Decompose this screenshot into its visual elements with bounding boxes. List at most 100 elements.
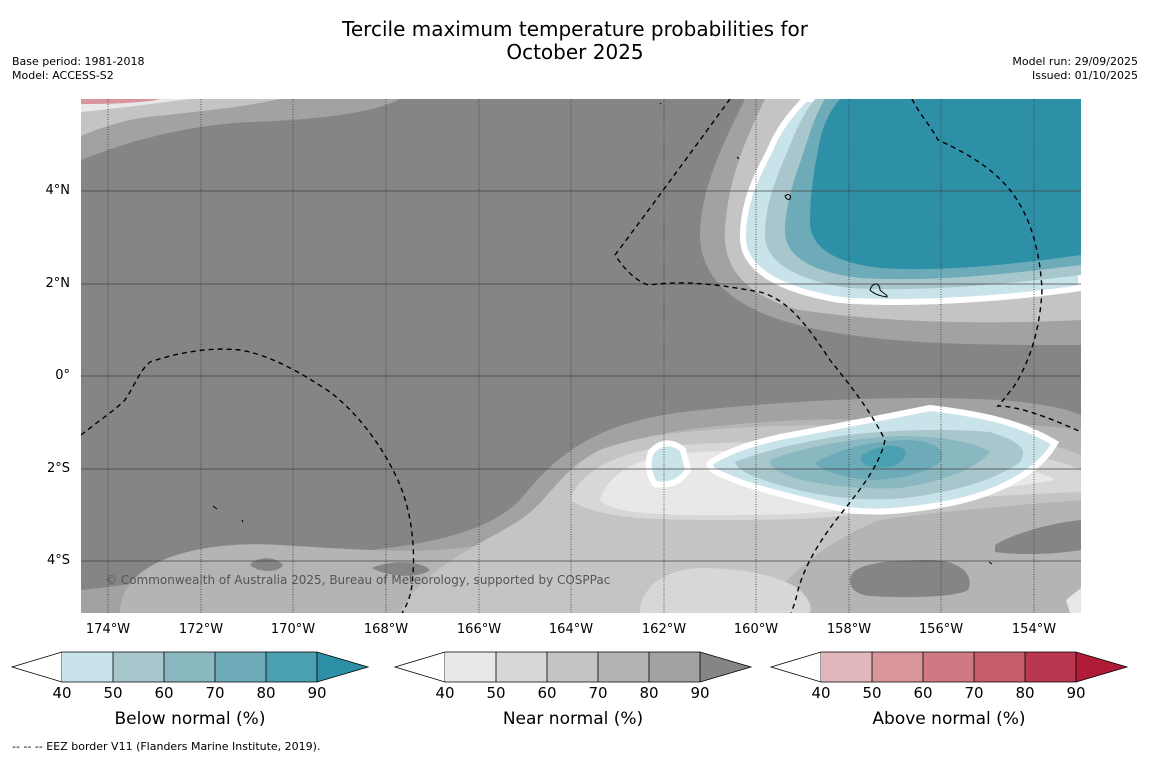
gridlines [81, 190, 1081, 562]
lon-label-158w: 158°W [826, 622, 872, 637]
patch-corner-40 [1066, 588, 1081, 613]
lon-label-172w: 172°W [178, 622, 224, 637]
lat-label-0: 0° [55, 368, 70, 383]
lon-label-160w: 160°W [733, 622, 779, 637]
below-normal-s-80 [860, 445, 906, 468]
cb3-tick-60: 60 [913, 684, 933, 702]
cb1-bin-60-70 [164, 652, 215, 682]
cb2-tick-80: 80 [639, 684, 659, 702]
colorbar-above-normal [769, 651, 1129, 683]
eez-border-west [81, 348, 415, 613]
colorbar-near-normal [393, 651, 753, 683]
issued-date: Issued: 01/10/2025 [1031, 69, 1138, 82]
cb1-bin-80-90 [266, 652, 317, 682]
cb3-bin-70-80 [974, 652, 1025, 682]
patch-se-90 [850, 560, 970, 598]
cb2-tick-40: 40 [435, 684, 455, 702]
cb1-tick-90: 90 [307, 684, 327, 702]
cb2-bin-50-60 [496, 652, 547, 682]
lon-label-162w: 162°W [641, 622, 687, 637]
cb3-outline [821, 651, 1129, 683]
cb2-bin-70-80 [598, 652, 649, 682]
lat-label-2s: 2°S [46, 461, 70, 476]
lon-label-156w: 156°W [918, 622, 964, 637]
cb1-tick-40: 40 [52, 684, 72, 702]
cb1-bin-50-60 [113, 652, 164, 682]
cb3-bin-40-50 [821, 652, 872, 682]
eez-border-east [911, 99, 1081, 433]
model-run: Model run: 29/09/2025 [1012, 55, 1138, 68]
cb1-tick-50: 50 [103, 684, 123, 702]
cb1-tick-60: 60 [154, 684, 174, 702]
cb2-right-arrow [700, 652, 751, 682]
cb3-tick-40: 40 [811, 684, 831, 702]
cb3-tick-90: 90 [1066, 684, 1086, 702]
map-plot-area [81, 99, 1081, 613]
cb3-tick-50: 50 [862, 684, 882, 702]
cb2-tick-90: 90 [690, 684, 710, 702]
cb2-tick-70: 70 [588, 684, 608, 702]
title-line-1: Tercile maximum temperature probabilitie… [342, 17, 808, 41]
cb1-outline [62, 651, 370, 683]
cb1-tick-70: 70 [205, 684, 225, 702]
lat-label-4s: 4°S [46, 553, 70, 568]
cb3-right-arrow [1076, 652, 1127, 682]
meridians [107, 99, 1035, 613]
copyright-credit: © Commonwealth of Australia 2025, Bureau… [105, 573, 611, 587]
cb3-bin-50-60 [872, 652, 923, 682]
island-5 [659, 102, 662, 105]
below-normal-ne-90 [810, 99, 1081, 270]
lon-label-170w: 170°W [270, 622, 316, 637]
cb3-title: Above normal (%) [872, 709, 1026, 729]
lon-label-154w: 154°W [1011, 622, 1057, 637]
cb3-left-arrow [769, 651, 822, 683]
cb3-tick-70: 70 [964, 684, 984, 702]
model-name: Model: ACCESS-S2 [12, 69, 114, 82]
cb1-bin-40-50 [62, 652, 113, 682]
patch-s-90 [372, 562, 430, 576]
cb2-tick-50: 50 [486, 684, 506, 702]
band-nw-60 [81, 99, 280, 136]
cb2-tick-60: 60 [537, 684, 557, 702]
map-title: Tercile maximum temperature probabilitie… [0, 18, 1150, 64]
islands [212, 102, 993, 565]
island-3 [212, 505, 218, 510]
cb2-title: Near normal (%) [502, 709, 644, 729]
cb3-bin-60-70 [923, 652, 974, 682]
cb1-left-arrow [10, 651, 63, 683]
cb2-outline [445, 651, 753, 683]
cb1-tick-80: 80 [256, 684, 276, 702]
island-6 [736, 156, 740, 160]
colorbar-below-normal [10, 651, 370, 683]
patch-sw-90 [250, 558, 283, 572]
lat-label-4n: 4°N [45, 183, 71, 198]
patch-far-se-90 [995, 520, 1081, 555]
above-normal-patch [81, 99, 160, 104]
below-normal-sw-small [645, 440, 692, 488]
cb3-bin-80-90 [1025, 652, 1076, 682]
cb2-left-arrow [393, 651, 446, 683]
meta-left: Base period: 1981-2018 Model: ACCESS-S2 [12, 55, 144, 83]
eez-border-center [614, 99, 886, 613]
cb3-tick-80: 80 [1015, 684, 1035, 702]
cb1-right-arrow [317, 652, 368, 682]
lon-label-174w: 174°W [85, 622, 131, 637]
meta-right: Model run: 29/09/2025 Issued: 01/10/2025 [1012, 55, 1138, 83]
lat-label-2n: 2°N [45, 276, 71, 291]
band-south-lower-50 [640, 568, 811, 613]
island-4 [241, 519, 244, 523]
island-7 [988, 561, 993, 565]
eez-footnote: -- -- -- EEZ border V11 (Flanders Marine… [12, 740, 321, 753]
island-2 [869, 283, 888, 298]
lon-label-164w: 164°W [548, 622, 594, 637]
cb2-bin-60-70 [547, 652, 598, 682]
base-period: Base period: 1981-2018 [12, 55, 145, 68]
lon-label-166w: 166°W [456, 622, 502, 637]
eez-borders [81, 99, 1081, 613]
cb2-bin-40-50 [445, 652, 496, 682]
cb2-bin-80-90 [649, 652, 700, 682]
cb1-bin-70-80 [215, 652, 266, 682]
island-1 [784, 194, 791, 200]
title-line-2: October 2025 [506, 40, 644, 64]
